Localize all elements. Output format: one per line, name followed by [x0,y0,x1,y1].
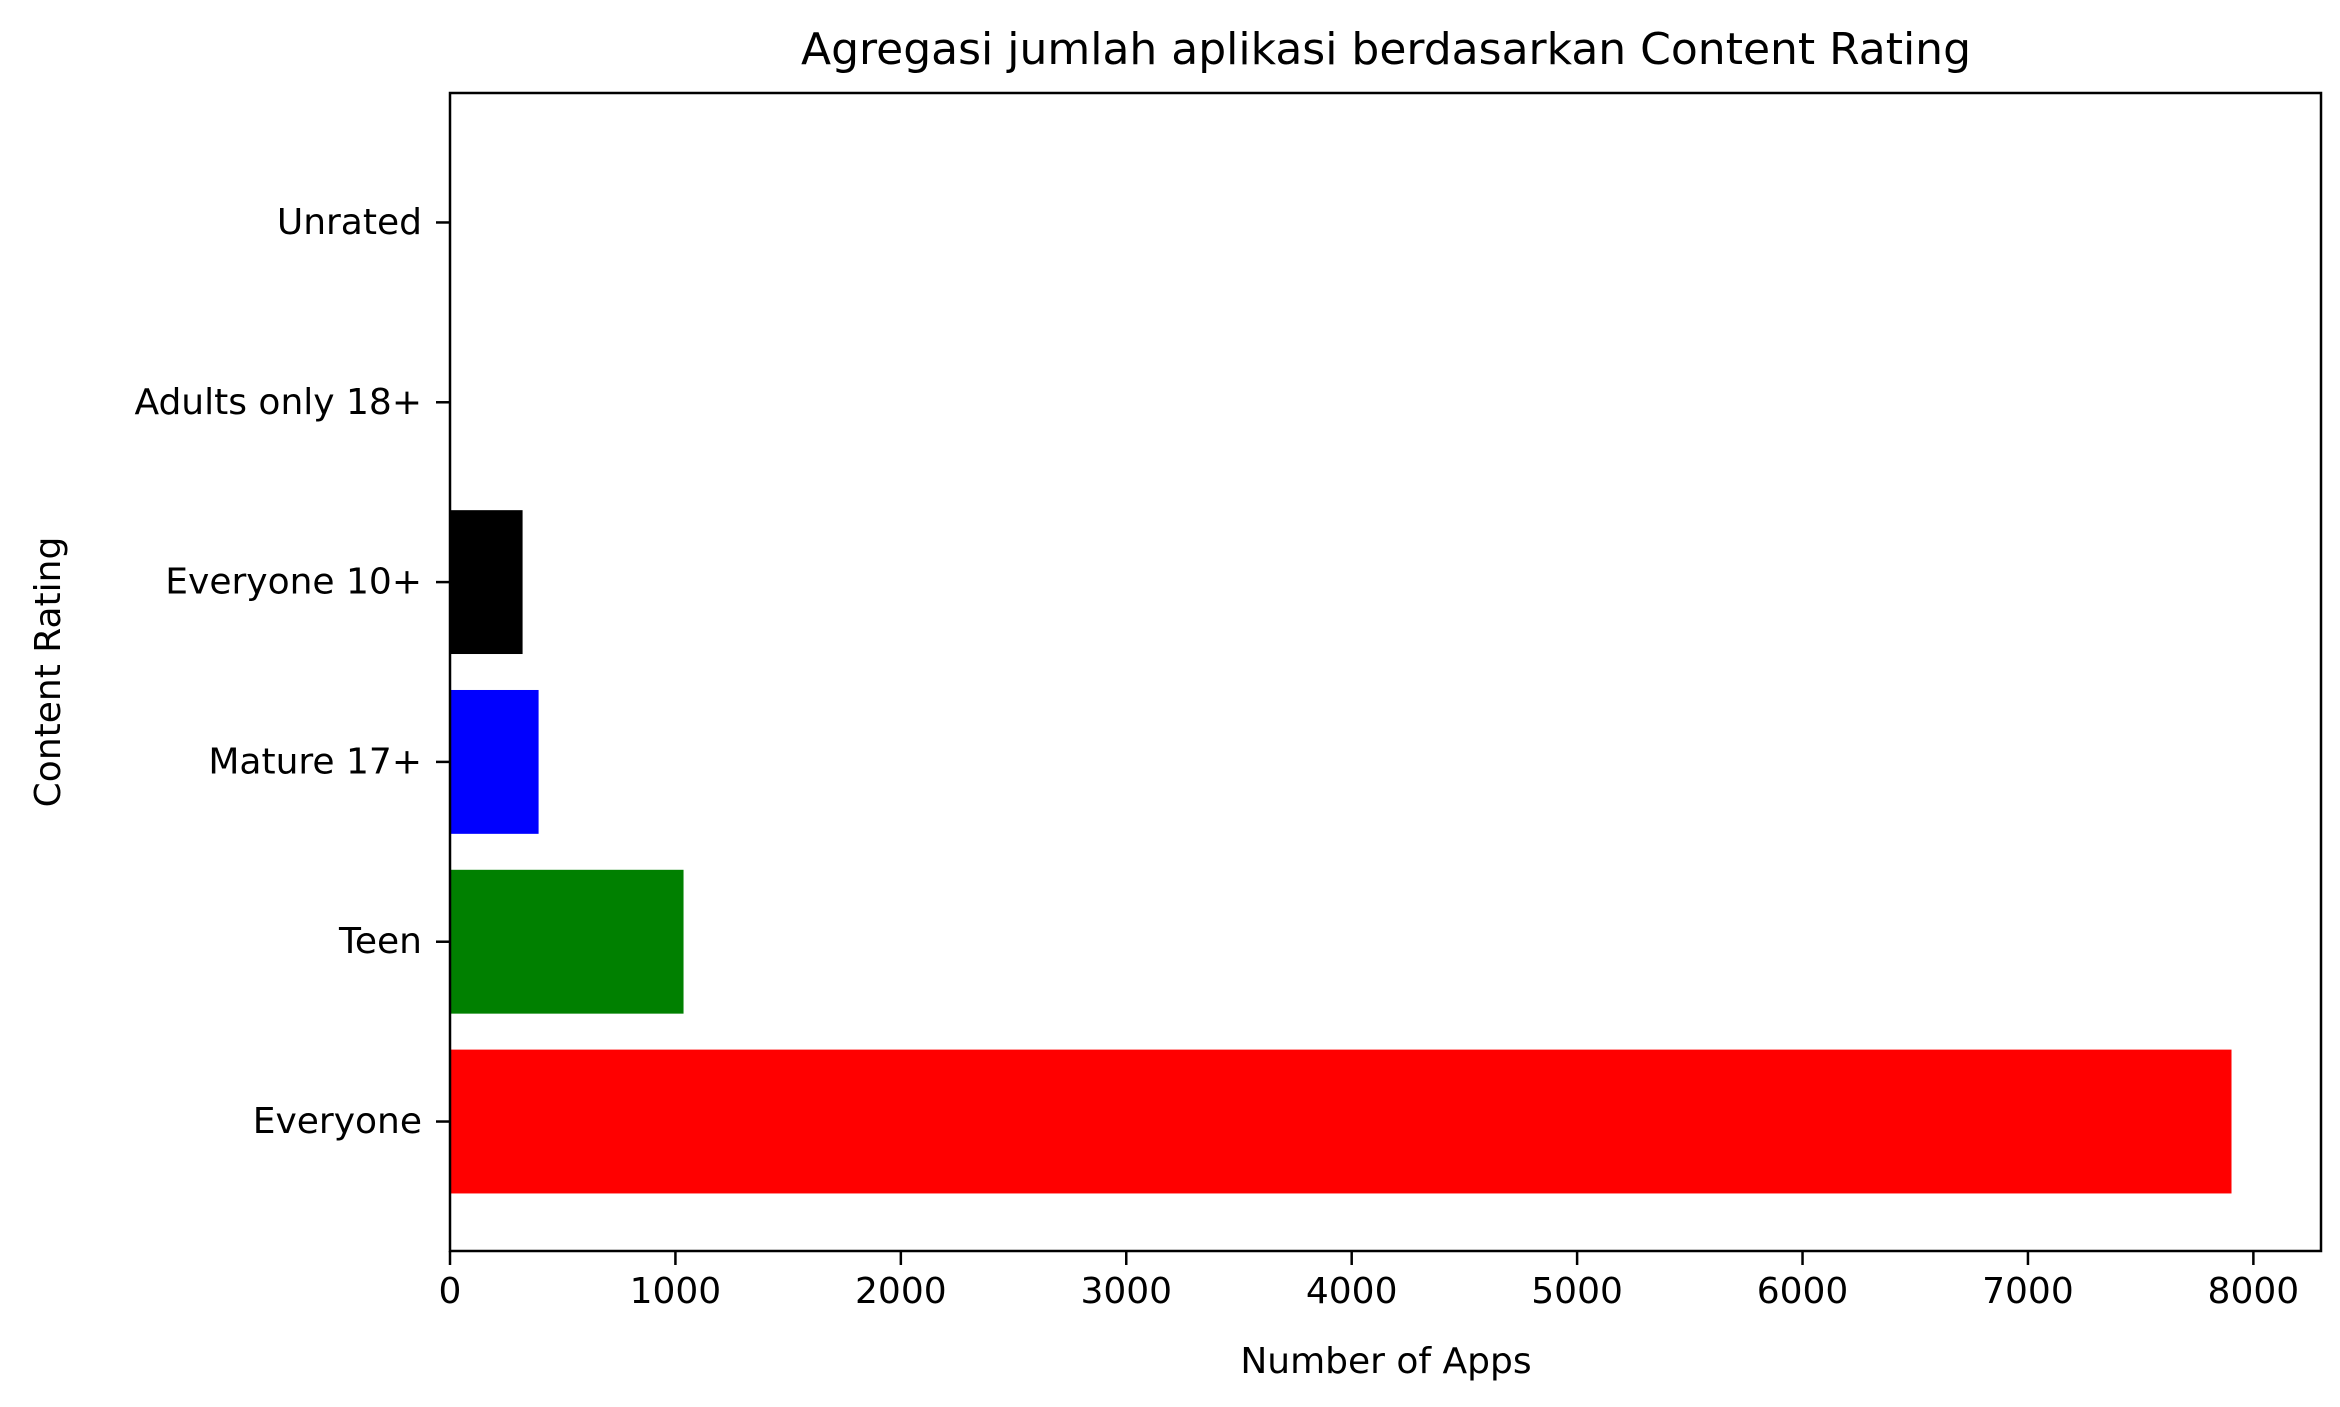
x-tick-label: 5000 [1531,1271,1623,1312]
bar-mature-17 [450,689,539,834]
plot-area-frame [448,91,2323,1253]
y-tick-label: Adults only 18+ [134,382,422,423]
x-tick-label: 3000 [1080,1271,1172,1312]
y-tick-label: Mature 17+ [208,741,422,782]
x-tick-label: 7000 [1982,1271,2074,1312]
x-tick-label: 4000 [1306,1271,1398,1312]
bars-group [450,150,2232,1194]
x-tick-label: 0 [439,1271,462,1312]
x-tick-label: 6000 [1757,1271,1849,1312]
bar-everyone [450,1049,2232,1194]
x-axis-title: Number of Apps [1240,1341,1531,1382]
chart-title: Agregasi jumlah aplikasi berdasarkan Con… [801,24,1971,75]
y-tick-label: Teen [338,921,422,962]
x-tick-label: 8000 [2208,1271,2300,1312]
y-axis-title: Content Rating [28,537,69,808]
y-tick-label: Unrated [277,202,422,243]
y-axis-ticks: Everyone Teen Mature 17+ Everyone 10+ Adults… [134,202,450,1142]
y-tick-label: Everyone 10+ [165,562,422,603]
x-tick-label: 1000 [630,1271,722,1312]
x-tick-label: 2000 [855,1271,947,1312]
x-axis-ticks: 0 1000 2000 3000 4000 5000 6000 7000 8000 [439,1251,2300,1312]
bar-everyone-10 [450,510,523,655]
y-tick-label: Everyone [253,1101,422,1142]
bar-teen [450,869,684,1014]
